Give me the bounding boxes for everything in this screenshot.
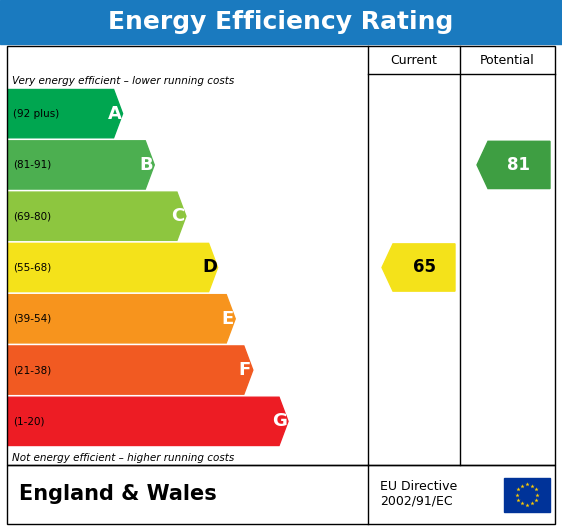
Text: (21-38): (21-38) <box>13 365 51 375</box>
Polygon shape <box>382 244 455 291</box>
Text: (92 plus): (92 plus) <box>13 109 59 119</box>
Text: (1-20): (1-20) <box>13 416 44 426</box>
Text: EU Directive
2002/91/EC: EU Directive 2002/91/EC <box>380 480 457 508</box>
Text: A: A <box>108 105 121 123</box>
Bar <box>7 46 555 465</box>
Text: B: B <box>139 156 153 174</box>
Polygon shape <box>8 90 123 138</box>
Text: Not energy efficient – higher running costs: Not energy efficient – higher running co… <box>12 453 234 463</box>
Text: (69-80): (69-80) <box>13 211 51 221</box>
Polygon shape <box>8 192 186 240</box>
Polygon shape <box>8 346 253 394</box>
Polygon shape <box>8 141 155 189</box>
Text: D: D <box>202 259 217 277</box>
Text: Potential: Potential <box>480 54 535 66</box>
Bar <box>0 0 562 44</box>
Text: E: E <box>221 310 233 328</box>
Text: England & Wales: England & Wales <box>19 484 217 504</box>
Text: (81-91): (81-91) <box>13 160 51 170</box>
Polygon shape <box>8 243 217 291</box>
Bar <box>7 465 555 524</box>
Text: (55-68): (55-68) <box>13 262 51 272</box>
Text: G: G <box>273 412 288 431</box>
Text: Energy Efficiency Rating: Energy Efficiency Rating <box>108 10 454 34</box>
Polygon shape <box>477 141 550 189</box>
Text: 81: 81 <box>507 156 531 174</box>
Polygon shape <box>8 295 235 343</box>
Text: C: C <box>171 207 184 225</box>
Text: Current: Current <box>391 54 437 66</box>
Text: (39-54): (39-54) <box>13 314 51 324</box>
Text: Very energy efficient – lower running costs: Very energy efficient – lower running co… <box>12 76 234 86</box>
Text: 65: 65 <box>413 259 436 277</box>
Polygon shape <box>8 397 288 445</box>
Text: F: F <box>239 361 251 379</box>
Bar <box>504 477 550 512</box>
